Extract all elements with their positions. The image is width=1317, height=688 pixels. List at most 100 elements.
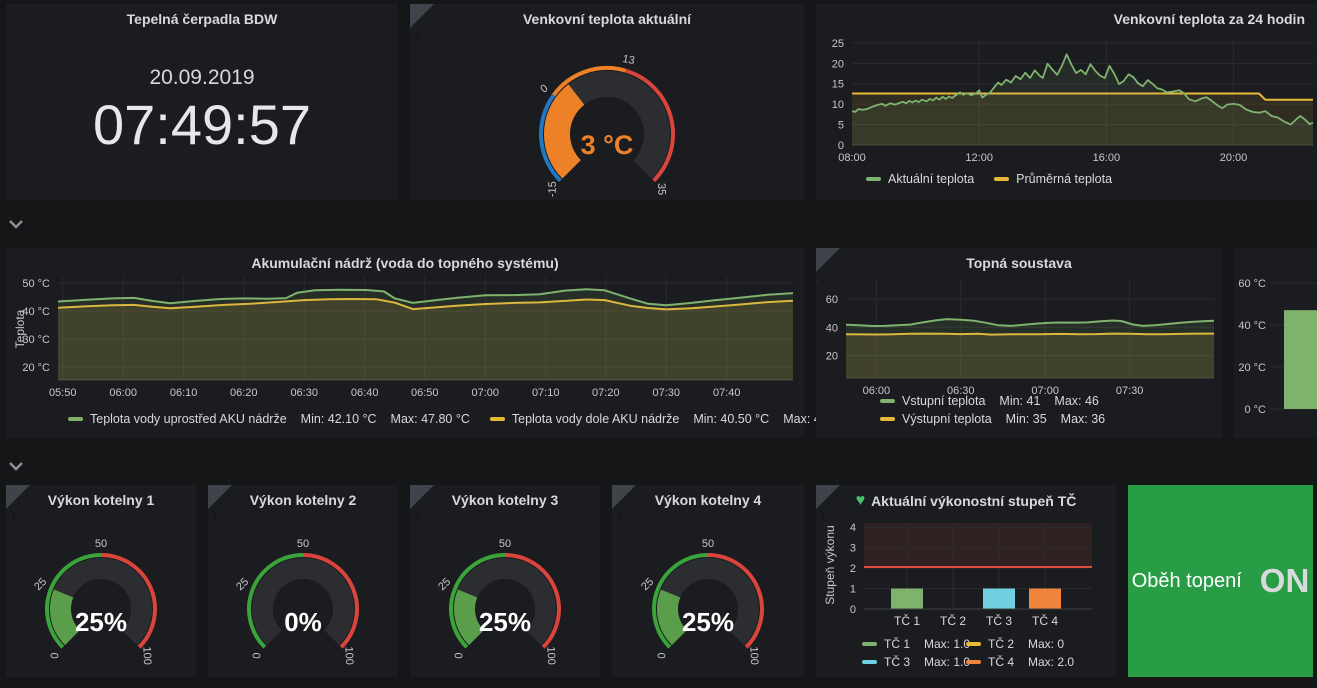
svg-text:30 °C: 30 °C xyxy=(22,334,50,346)
svg-text:25%: 25% xyxy=(479,607,531,637)
svg-text:06:30: 06:30 xyxy=(947,385,975,397)
svg-text:3: 3 xyxy=(850,543,856,555)
boiler-1-gauge: 0 25 50 100 25% xyxy=(32,538,157,665)
svg-text:06:00: 06:00 xyxy=(863,385,891,397)
legend-label: Teplota vody uprostřed AKU nádrže xyxy=(90,412,287,426)
legend-item[interactable]: Teplota vody uprostřed AKU nádrže Min: 4… xyxy=(68,412,470,426)
tank-bargauge: 0 °C 20 °C 40 °C 60 °C xyxy=(1238,278,1317,416)
legend-item[interactable]: Výstupní teplota Min: 35 Max: 36 xyxy=(880,412,1105,426)
info-icon[interactable]: i xyxy=(816,248,840,286)
circulation-label: Oběh topení xyxy=(1131,569,1242,592)
aku-tank-chart[interactable]: 20 °C 30 °C 40 °C 50 °C 05:50 06:00 06:10 06:20… xyxy=(6,248,804,438)
svg-text:06:20: 06:20 xyxy=(230,387,258,399)
svg-text:50: 50 xyxy=(297,538,309,550)
svg-text:25: 25 xyxy=(639,576,656,593)
panel-outdoor-temp-gauge: i Venkovní teplota aktuální -15 0 13 35 3 °C xyxy=(410,4,804,200)
legend-label: TČ 3 xyxy=(884,655,911,669)
svg-text:07:20: 07:20 xyxy=(592,387,620,399)
legend-item[interactable]: TČ 1 Max: 1.0 xyxy=(862,637,970,651)
legend-item[interactable]: TČ 4 Max: 2.0 xyxy=(966,655,1074,669)
svg-text:12:00: 12:00 xyxy=(965,152,993,164)
svg-text:35: 35 xyxy=(655,183,667,196)
legend-max: Max: 2.0 xyxy=(1028,655,1075,669)
svg-text:25%: 25% xyxy=(75,607,127,637)
svg-text:0: 0 xyxy=(656,652,668,659)
svg-text:20: 20 xyxy=(832,58,844,70)
panel-title[interactable]: Akumulační nádrž (voda do topného systém… xyxy=(251,255,559,271)
panel-title[interactable]: Tepelná čerpadla BDW xyxy=(126,11,278,27)
svg-text:20 °C: 20 °C xyxy=(22,362,50,374)
svg-text:4: 4 xyxy=(850,522,856,534)
series-swatch xyxy=(862,660,877,664)
panel-title[interactable]: Topná soustava xyxy=(966,255,1072,271)
info-icon[interactable]: i xyxy=(410,485,434,523)
legend-label: TČ 1 xyxy=(884,637,911,651)
info-icon[interactable]: i xyxy=(612,485,636,523)
svg-text:0: 0 xyxy=(838,140,844,152)
legend-label: TČ 4 xyxy=(988,655,1015,669)
legend-item[interactable]: TČ 3 Max: 1.0 xyxy=(862,655,970,669)
info-icon[interactable]: i xyxy=(208,485,232,523)
svg-text:06:30: 06:30 xyxy=(290,387,318,399)
panel-title[interactable]: Výkon kotelny 3 xyxy=(451,492,559,508)
legend-label: Průměrná teplota xyxy=(1016,172,1113,186)
svg-text:0: 0 xyxy=(538,82,550,95)
boiler-4-gauge: 0 25 50 100 25% xyxy=(639,538,764,665)
svg-text:2: 2 xyxy=(850,563,856,575)
svg-text:TČ 2: TČ 2 xyxy=(940,613,966,628)
svg-text:25%: 25% xyxy=(682,607,734,637)
panel-title[interactable]: Venkovní teplota za 24 hodin xyxy=(1113,11,1305,27)
outdoor-24h-chart[interactable]: 0 5 10 15 20 25 08:00 12:00 16:00 20:00 xyxy=(816,4,1317,200)
panel-title[interactable]: Výkon kotelny 2 xyxy=(249,492,357,508)
heating-system-chart[interactable]: 20 40 60 06:00 06:30 07:00 07:30 xyxy=(816,248,1222,438)
row-collapse-chevron[interactable] xyxy=(8,458,26,472)
svg-text:0: 0 xyxy=(453,652,465,659)
clock-date: 20.09.2019 xyxy=(149,66,255,89)
legend-item[interactable]: TČ 2 Max: 0 xyxy=(966,637,1074,651)
info-icon[interactable]: i xyxy=(410,4,434,42)
panel-aku-tank: Akumulační nádrž (voda do topného systém… xyxy=(6,248,863,438)
legend-item[interactable]: Aktuální teplota xyxy=(866,172,974,186)
svg-text:06:50: 06:50 xyxy=(411,387,439,399)
svg-text:-15: -15 xyxy=(546,181,559,197)
legend-item[interactable]: Průměrná teplota xyxy=(994,172,1112,186)
svg-text:20 °C: 20 °C xyxy=(1238,362,1266,374)
legend-min: Min: 35 xyxy=(1005,412,1047,426)
svg-text:40 °C: 40 °C xyxy=(1238,320,1266,332)
svg-text:10: 10 xyxy=(832,99,844,111)
panel-title[interactable]: Venkovní teplota aktuální xyxy=(522,11,692,27)
panel-title[interactable]: Výkon kotelny 4 xyxy=(654,492,762,508)
svg-text:0%: 0% xyxy=(284,607,322,637)
legend-max: Max: 46 xyxy=(1054,394,1099,408)
legend-item[interactable]: Teplota vody dole AKU nádrže Min: 40.50 … xyxy=(489,412,863,426)
outdoor-temp-gauge: -15 0 13 35 3 °C xyxy=(538,53,675,197)
panel-tc-performance: i ♥ Aktuální výkonostní stupeň TČ Stupeň… xyxy=(816,485,1116,677)
panel-title[interactable]: Aktuální výkonostní stupeň TČ xyxy=(871,493,1077,509)
clock-time: 07:49:57 xyxy=(93,93,311,156)
svg-text:60 °C: 60 °C xyxy=(1238,278,1266,290)
legend-max: Max: 36 xyxy=(1060,412,1106,426)
legend-min: Min: 41 xyxy=(999,394,1041,408)
svg-text:25: 25 xyxy=(32,576,49,593)
row-collapse-chevron[interactable] xyxy=(8,216,26,230)
tc-performance-chart[interactable]: 0 1 2 3 4 TČ 1 TČ 2 TČ 3 TČ 4 xyxy=(816,485,1116,677)
legend-min: Min: 42.10 °C xyxy=(300,412,377,426)
svg-text:50: 50 xyxy=(702,538,714,550)
svg-text:100: 100 xyxy=(747,646,760,665)
series-swatch xyxy=(966,660,981,664)
info-icon[interactable]: i xyxy=(816,485,840,523)
info-icon[interactable]: i xyxy=(6,485,30,523)
panel-outdoor-24h: Venkovní teplota za 24 hodin 0 5 10 15 20 25 0… xyxy=(816,4,1317,200)
legend-label: Výstupní teplota xyxy=(902,412,992,426)
svg-text:50 °C: 50 °C xyxy=(22,278,50,290)
svg-text:40 °C: 40 °C xyxy=(22,306,50,318)
series-swatch xyxy=(994,177,1010,181)
legend-label: TČ 2 xyxy=(988,637,1015,651)
panel-title[interactable]: Výkon kotelny 1 xyxy=(47,492,155,508)
green-heart-icon: ♥ xyxy=(855,492,866,509)
svg-text:5: 5 xyxy=(838,120,844,132)
panel-heating-circulation: Oběh topení ON xyxy=(1128,485,1313,677)
legend-item[interactable]: Vstupní teplota Min: 41 Max: 46 xyxy=(880,394,1105,408)
series-swatch xyxy=(862,642,877,646)
